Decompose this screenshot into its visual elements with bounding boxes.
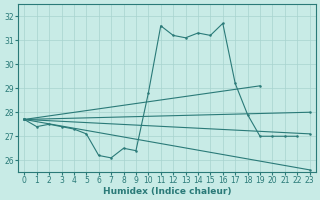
- X-axis label: Humidex (Indice chaleur): Humidex (Indice chaleur): [103, 187, 231, 196]
